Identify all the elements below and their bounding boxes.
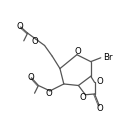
Text: O: O [97,104,103,113]
Text: O: O [46,89,53,98]
Text: O: O [27,72,34,82]
Text: O: O [74,47,81,56]
Text: Br: Br [103,53,113,62]
Text: O: O [17,22,23,31]
Text: O: O [97,77,104,86]
Text: O: O [80,93,86,102]
Text: O: O [32,37,39,46]
